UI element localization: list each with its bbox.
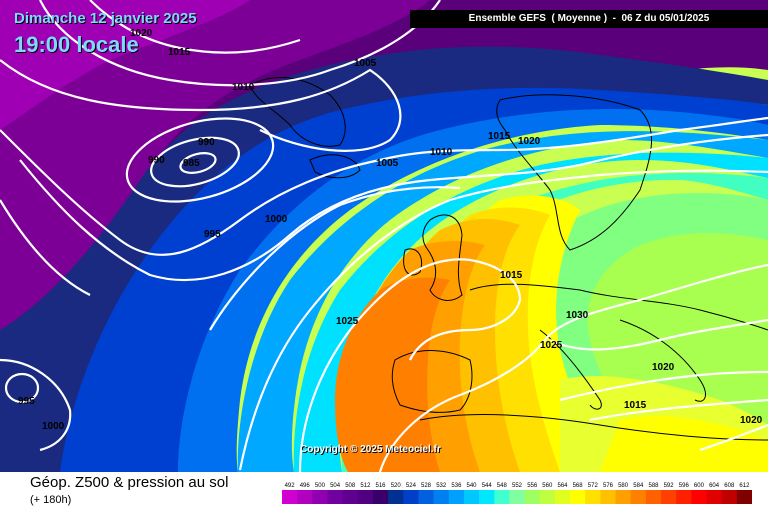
legend-value: 612 <box>739 483 750 489</box>
isobar-label: 1000 <box>42 421 65 432</box>
coastlines <box>249 77 768 441</box>
legend-value: 544 <box>482 483 493 489</box>
legend-swatch <box>661 490 677 504</box>
legend-value: 608 <box>724 483 735 489</box>
legend-swatch <box>585 490 601 504</box>
legend-value: 496 <box>300 483 311 489</box>
legend-swatch <box>403 490 419 504</box>
legend-swatch <box>600 490 616 504</box>
legend-value: 596 <box>679 483 690 489</box>
legend-swatch <box>736 490 752 504</box>
isobar-labels: 1020 1015 1010 1005 990 990 985 1000 995 1005 1010… <box>18 28 763 432</box>
legend-value: 580 <box>618 483 629 489</box>
isobar-label: 1025 <box>540 340 563 351</box>
legend-swatch <box>645 490 662 504</box>
legend-value: 536 <box>451 483 462 489</box>
legend-swatch <box>554 490 571 504</box>
legend-swatch <box>570 490 586 504</box>
legend-swatch <box>327 490 343 504</box>
isobar-label: 1000 <box>265 214 288 225</box>
isobar-label: 1020 <box>518 136 541 147</box>
legend-value: 532 <box>436 483 447 489</box>
lead-time: (+ 180h) <box>30 494 72 506</box>
legend-value: 568 <box>573 483 584 489</box>
isobar-label: 1030 <box>566 310 589 321</box>
legend-swatch <box>630 490 647 504</box>
legend-swatch <box>479 490 495 504</box>
legend-swatch <box>676 490 692 504</box>
legend-swatch <box>706 490 722 504</box>
isobar-label: 990 <box>198 137 215 148</box>
legend-value: 500 <box>315 483 326 489</box>
legend-value: 548 <box>497 483 508 489</box>
isobar-label: 1020 <box>130 28 153 39</box>
legend-swatch <box>342 490 359 504</box>
isobar-label: 985 <box>183 158 200 169</box>
legend-value: 516 <box>375 483 386 489</box>
isobar-label: 1015 <box>488 131 511 142</box>
isobars <box>0 0 768 472</box>
isobar-label: 1015 <box>500 270 523 281</box>
forecast-date: Dimanche 12 janvier 2025 <box>14 10 197 27</box>
isobar-label: 1010 <box>232 82 255 93</box>
legend-value: 560 <box>542 483 553 489</box>
isobar-label: 1005 <box>376 158 399 169</box>
legend-swatch <box>433 490 450 504</box>
legend-swatch <box>312 490 328 504</box>
legend-swatch <box>509 490 525 504</box>
model-run-banner: Ensemble GEFS ( Moyenne ) - 06 Z du 05/0… <box>410 10 768 28</box>
legend-swatch <box>691 490 707 504</box>
legend-swatch <box>297 490 313 504</box>
legend-value: 524 <box>406 483 417 489</box>
isobar-label: 1015 <box>624 400 647 411</box>
legend-value: 512 <box>360 483 371 489</box>
legend-swatch <box>524 490 541 504</box>
legend-value: 556 <box>527 483 538 489</box>
map-footer: Géop. Z500 & pression au sol (+ 180h) 49… <box>0 472 768 512</box>
legend-value: 576 <box>603 483 614 489</box>
legend-swatch <box>282 490 298 504</box>
parameter-title: Géop. Z500 & pression au sol <box>30 474 229 491</box>
legend-swatch <box>539 490 556 504</box>
legend-value: 564 <box>557 483 568 489</box>
isobar-label: 995 <box>204 229 221 240</box>
legend-swatch <box>615 490 631 504</box>
legend-value: 520 <box>391 483 402 489</box>
legend-swatch <box>418 490 434 504</box>
legend-value: 600 <box>694 483 705 489</box>
legend-value: 552 <box>512 483 523 489</box>
isobar-label: 1025 <box>336 316 359 327</box>
legend-value: 504 <box>330 483 341 489</box>
legend-value: 528 <box>421 483 432 489</box>
color-scale-legend: 492 496 500 504 508 512 516 520 524 528 532 536 540 5… <box>282 483 752 504</box>
legend-value: 584 <box>633 483 644 489</box>
legend-swatch <box>463 490 480 504</box>
legend-value: 592 <box>664 483 675 489</box>
legend-swatch <box>357 490 374 504</box>
copyright-notice: Copyright © 2025 Meteociel.fr <box>300 444 441 455</box>
legend-swatch <box>373 490 389 504</box>
weather-map: 1020 1015 1010 1005 990 990 985 1000 995 1005 1010… <box>0 0 768 472</box>
legend-value: 588 <box>648 483 659 489</box>
legend-value: 540 <box>466 483 477 489</box>
isobar-label: 995 <box>18 396 35 407</box>
legend-value: 492 <box>285 483 296 489</box>
legend-value: 508 <box>345 483 356 489</box>
isobar-label: 990 <box>148 155 165 166</box>
legend-swatch <box>448 490 465 504</box>
legend-value: 604 <box>709 483 720 489</box>
legend-value: 572 <box>588 483 599 489</box>
legend-swatch <box>721 490 738 504</box>
isobar-label: 1010 <box>430 147 453 158</box>
legend-swatch <box>494 490 510 504</box>
forecast-local-time: 19:00 locale <box>14 32 139 57</box>
isobar-label: 1005 <box>354 58 377 69</box>
isobar-label: 1015 <box>168 47 191 58</box>
legend-swatch <box>388 490 404 504</box>
isobar-label: 1020 <box>740 415 763 426</box>
isobar-label: 1020 <box>652 362 675 373</box>
